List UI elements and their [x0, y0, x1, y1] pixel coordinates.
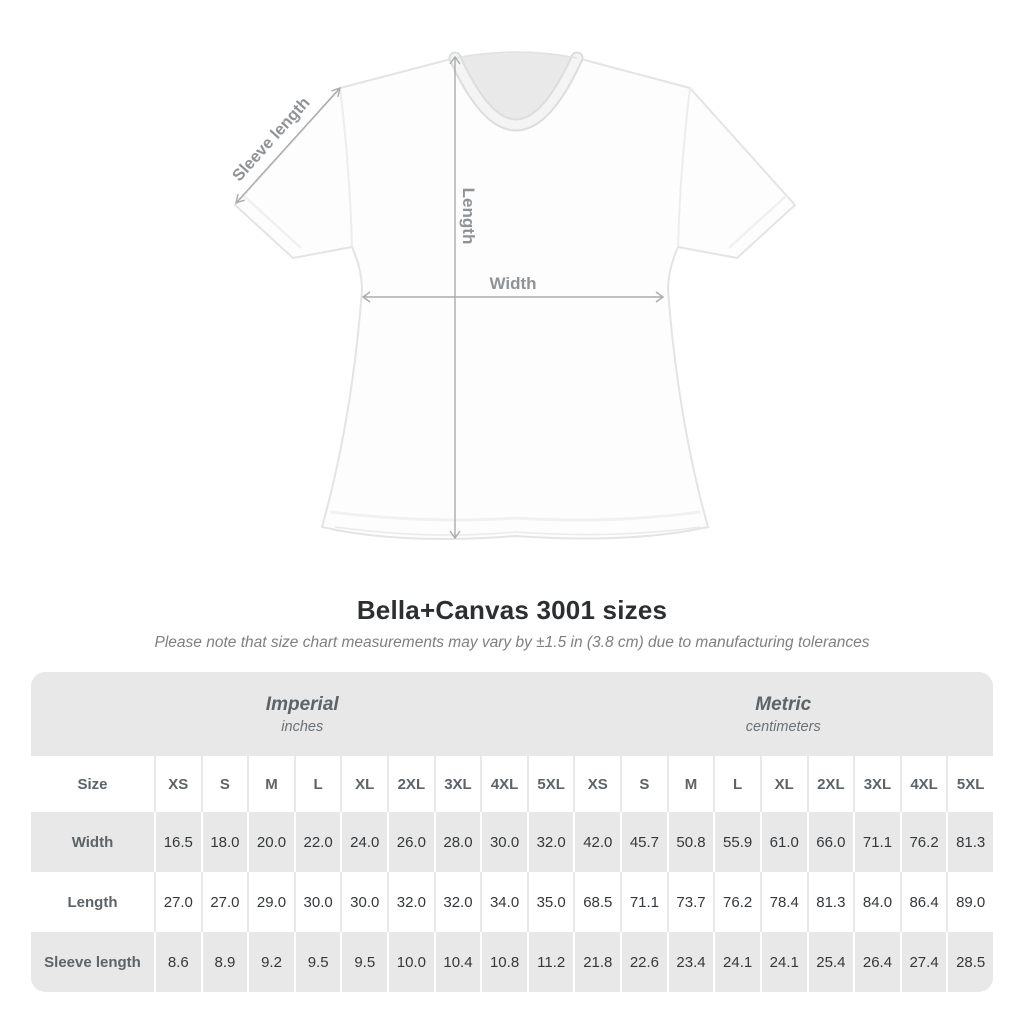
value-cell-metric: 61.0 — [759, 812, 807, 872]
value-cell-imperial: 29.0 — [247, 872, 294, 932]
value-cell-imperial: 9.2 — [247, 932, 294, 992]
value-cell-metric: 24.1 — [759, 932, 807, 992]
value-cell-metric: 81.3 — [946, 812, 993, 872]
size-header-imperial: M — [247, 756, 294, 812]
tshirt-measurement-diagram: Sleeve length Length Width — [229, 51, 796, 540]
size-header-metric: 3XL — [853, 756, 900, 812]
size-header-imperial: XL — [340, 756, 388, 812]
value-cell-metric: 68.5 — [573, 872, 621, 932]
value-cell-imperial: 22.0 — [293, 812, 341, 872]
metric-label: Metric — [755, 693, 812, 715]
size-header-imperial: 5XL — [526, 756, 574, 812]
width-label: Width — [489, 274, 536, 293]
value-cell-metric: 71.1 — [620, 872, 667, 932]
imperial-label: Imperial — [265, 693, 339, 715]
value-cell-metric: 71.1 — [853, 812, 900, 872]
value-cell-metric: 86.4 — [899, 872, 947, 932]
size-header-imperial: L — [293, 756, 341, 812]
value-cell-imperial: 26.0 — [387, 812, 434, 872]
size-header-imperial: 3XL — [433, 756, 481, 812]
value-cell-imperial: 11.2 — [526, 932, 574, 992]
imperial-unit-header: Imperial inches — [31, 672, 574, 756]
value-cell-imperial: 32.0 — [526, 812, 574, 872]
value-cell-imperial: 27.0 — [154, 872, 201, 932]
page-title: Bella+Canvas 3001 sizes — [356, 595, 668, 625]
size-header-imperial: 2XL — [387, 756, 434, 812]
value-cell-imperial: 32.0 — [433, 872, 481, 932]
value-cell-metric: 24.1 — [713, 932, 760, 992]
value-cell-metric: 27.4 — [899, 932, 947, 992]
value-cell-imperial: 30.0 — [293, 872, 341, 932]
size-header-metric: M — [666, 756, 714, 812]
value-cell-metric: 45.7 — [620, 812, 667, 872]
value-cell-metric: 21.8 — [573, 932, 621, 992]
tolerance-note: Please note that size chart measurements… — [154, 634, 870, 651]
size-header-imperial: XS — [154, 756, 201, 812]
value-cell-metric: 66.0 — [806, 812, 854, 872]
row-label: Length — [31, 872, 154, 932]
size-header-imperial: 4XL — [480, 756, 527, 812]
metric-unit: centimeters — [745, 718, 821, 735]
value-cell-metric: 50.8 — [666, 812, 714, 872]
size-header-metric: L — [713, 756, 760, 812]
row-label: Sleeve length — [31, 932, 154, 992]
size-header-metric: 4XL — [899, 756, 947, 812]
value-cell-metric: 25.4 — [806, 932, 854, 992]
metric-unit-header: Metric centimeters — [573, 672, 993, 756]
value-cell-imperial: 32.0 — [387, 872, 434, 932]
value-cell-imperial: 18.0 — [200, 812, 248, 872]
value-cell-metric: 76.2 — [713, 872, 760, 932]
value-cell-metric: 81.3 — [806, 872, 854, 932]
value-cell-metric: 28.5 — [946, 932, 993, 992]
size-header-metric: S — [620, 756, 667, 812]
size-header-metric: XL — [759, 756, 807, 812]
value-cell-imperial: 10.4 — [433, 932, 481, 992]
value-cell-imperial: 8.6 — [154, 932, 201, 992]
value-cell-metric: 76.2 — [899, 812, 947, 872]
tshirt-illustration — [234, 51, 796, 540]
size-header-metric: XS — [573, 756, 621, 812]
value-cell-imperial: 10.0 — [387, 932, 434, 992]
value-cell-imperial: 8.9 — [200, 932, 248, 992]
value-cell-metric: 55.9 — [713, 812, 760, 872]
size-header-metric: 2XL — [806, 756, 854, 812]
value-cell-imperial: 9.5 — [293, 932, 341, 992]
sleeve-length-arrow — [235, 86, 341, 205]
value-cell-metric: 84.0 — [853, 872, 900, 932]
value-cell-metric: 78.4 — [759, 872, 807, 932]
size-header-metric: 5XL — [946, 756, 993, 812]
value-cell-imperial: 28.0 — [433, 812, 481, 872]
value-cell-imperial: 34.0 — [480, 872, 527, 932]
value-cell-imperial: 24.0 — [340, 812, 388, 872]
value-cell-imperial: 20.0 — [247, 812, 294, 872]
value-cell-metric: 23.4 — [666, 932, 714, 992]
value-cell-metric: 22.6 — [620, 932, 667, 992]
value-cell-metric: 26.4 — [853, 932, 900, 992]
value-cell-imperial: 30.0 — [480, 812, 527, 872]
value-cell-metric: 89.0 — [946, 872, 993, 932]
value-cell-imperial: 16.5 — [154, 812, 201, 872]
value-cell-metric: 73.7 — [666, 872, 714, 932]
value-cell-imperial: 9.5 — [340, 932, 388, 992]
length-label: Length — [459, 188, 478, 245]
size-table: Imperial inches Metric centimeters Size X… — [31, 672, 993, 992]
size-column-header: Size — [31, 756, 154, 812]
value-cell-metric: 42.0 — [573, 812, 621, 872]
value-cell-imperial: 10.8 — [480, 932, 527, 992]
value-cell-imperial: 27.0 — [200, 872, 248, 932]
imperial-unit: inches — [281, 718, 324, 735]
width-arrow — [361, 291, 665, 303]
value-cell-imperial: 30.0 — [340, 872, 388, 932]
value-cell-imperial: 35.0 — [526, 872, 574, 932]
size-header-imperial: S — [200, 756, 248, 812]
row-label: Width — [31, 812, 154, 872]
